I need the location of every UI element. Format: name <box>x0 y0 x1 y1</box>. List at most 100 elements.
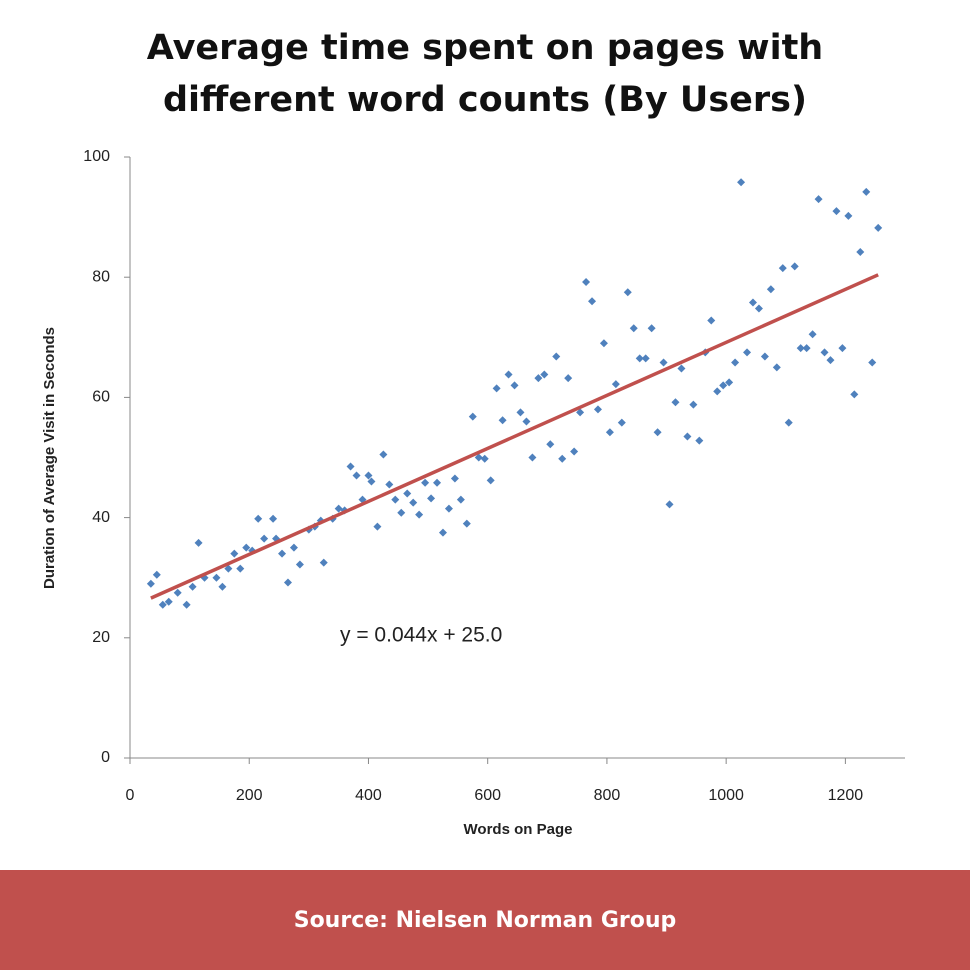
data-point <box>269 514 278 523</box>
data-point <box>731 358 740 367</box>
data-point <box>844 211 853 220</box>
trendline <box>150 273 879 600</box>
y-axis-label: Duration of Average Visit in Seconds <box>41 327 58 589</box>
data-point <box>623 288 632 297</box>
data-point <box>218 582 227 591</box>
data-point <box>260 534 269 543</box>
data-point <box>379 450 388 459</box>
data-point <box>504 370 513 379</box>
data-point <box>695 436 704 445</box>
data-point <box>760 352 769 361</box>
data-point <box>254 514 263 523</box>
chart: Words on Page Duration of Average Visit … <box>41 148 905 838</box>
y-tick-label: 20 <box>92 629 110 646</box>
data-point <box>725 378 734 387</box>
data-point <box>364 471 373 480</box>
data-point <box>582 278 591 287</box>
data-point <box>385 480 394 489</box>
data-point <box>510 381 519 390</box>
data-point <box>677 364 686 373</box>
data-point <box>838 344 847 353</box>
data-point <box>236 564 245 573</box>
data-point <box>641 354 650 363</box>
data-point <box>528 453 537 462</box>
x-tick-label: 200 <box>236 787 263 804</box>
data-point <box>474 453 483 462</box>
data-point <box>814 195 823 204</box>
data-point <box>391 495 400 504</box>
data-point <box>599 339 608 348</box>
x-tick-label: 400 <box>355 787 382 804</box>
data-point <box>862 187 871 196</box>
data-point <box>278 549 287 558</box>
data-point <box>397 508 406 517</box>
data-point <box>766 285 775 294</box>
data-point <box>570 447 579 456</box>
x-tick-label: 1200 <box>828 787 864 804</box>
y-tick-label: 60 <box>92 389 110 406</box>
data-point <box>754 304 763 313</box>
x-tick-label: 600 <box>474 787 501 804</box>
data-point <box>230 549 239 558</box>
data-point <box>558 454 567 463</box>
data-point <box>295 560 304 569</box>
data-point <box>820 348 829 357</box>
chart-title: Average time spent on pages with differe… <box>146 28 824 120</box>
data-point <box>367 477 376 486</box>
data-point <box>826 356 835 365</box>
x-tick-label: 1000 <box>708 787 744 804</box>
data-point <box>188 582 197 591</box>
data-point <box>450 474 459 483</box>
data-point <box>486 476 495 485</box>
data-point <box>516 408 525 417</box>
source-footer: Source: Nielsen Norman Group <box>0 870 970 970</box>
data-point <box>146 579 155 588</box>
y-tick-label: 100 <box>83 148 110 165</box>
data-point <box>737 178 746 187</box>
data-point <box>534 374 543 383</box>
data-point <box>671 398 680 407</box>
data-point <box>152 570 161 579</box>
data-point <box>808 330 817 339</box>
data-point <box>224 564 233 573</box>
data-point <box>158 600 167 609</box>
data-point <box>588 297 597 306</box>
data-point <box>784 418 793 427</box>
data-point <box>713 387 722 396</box>
data-point <box>522 417 531 426</box>
data-point <box>546 440 555 449</box>
data-point <box>802 344 811 353</box>
data-point <box>212 573 221 582</box>
data-point <box>480 454 489 463</box>
data-point <box>832 207 841 216</box>
data-point <box>421 478 430 487</box>
data-point <box>659 358 668 367</box>
data-point <box>552 352 561 361</box>
data-point <box>540 370 549 379</box>
data-point <box>352 471 361 480</box>
data-point <box>707 316 716 325</box>
data-point <box>743 348 752 357</box>
data-point <box>856 247 865 256</box>
data-point <box>462 519 471 528</box>
data-point <box>629 324 638 333</box>
data-point <box>617 418 626 427</box>
data-point <box>593 405 602 414</box>
data-point <box>373 522 382 531</box>
data-point <box>748 298 757 307</box>
data-point <box>468 412 477 421</box>
data-point <box>427 494 436 503</box>
data-point <box>242 543 251 552</box>
data-point <box>778 264 787 273</box>
data-point <box>492 384 501 393</box>
data-point <box>415 510 424 519</box>
data-point <box>173 588 182 597</box>
data-point <box>647 324 656 333</box>
y-tick-label: 0 <box>101 749 110 766</box>
data-point <box>611 380 620 389</box>
data-point <box>689 400 698 409</box>
data-point <box>790 262 799 271</box>
data-point <box>182 600 191 609</box>
data-point <box>409 498 418 507</box>
